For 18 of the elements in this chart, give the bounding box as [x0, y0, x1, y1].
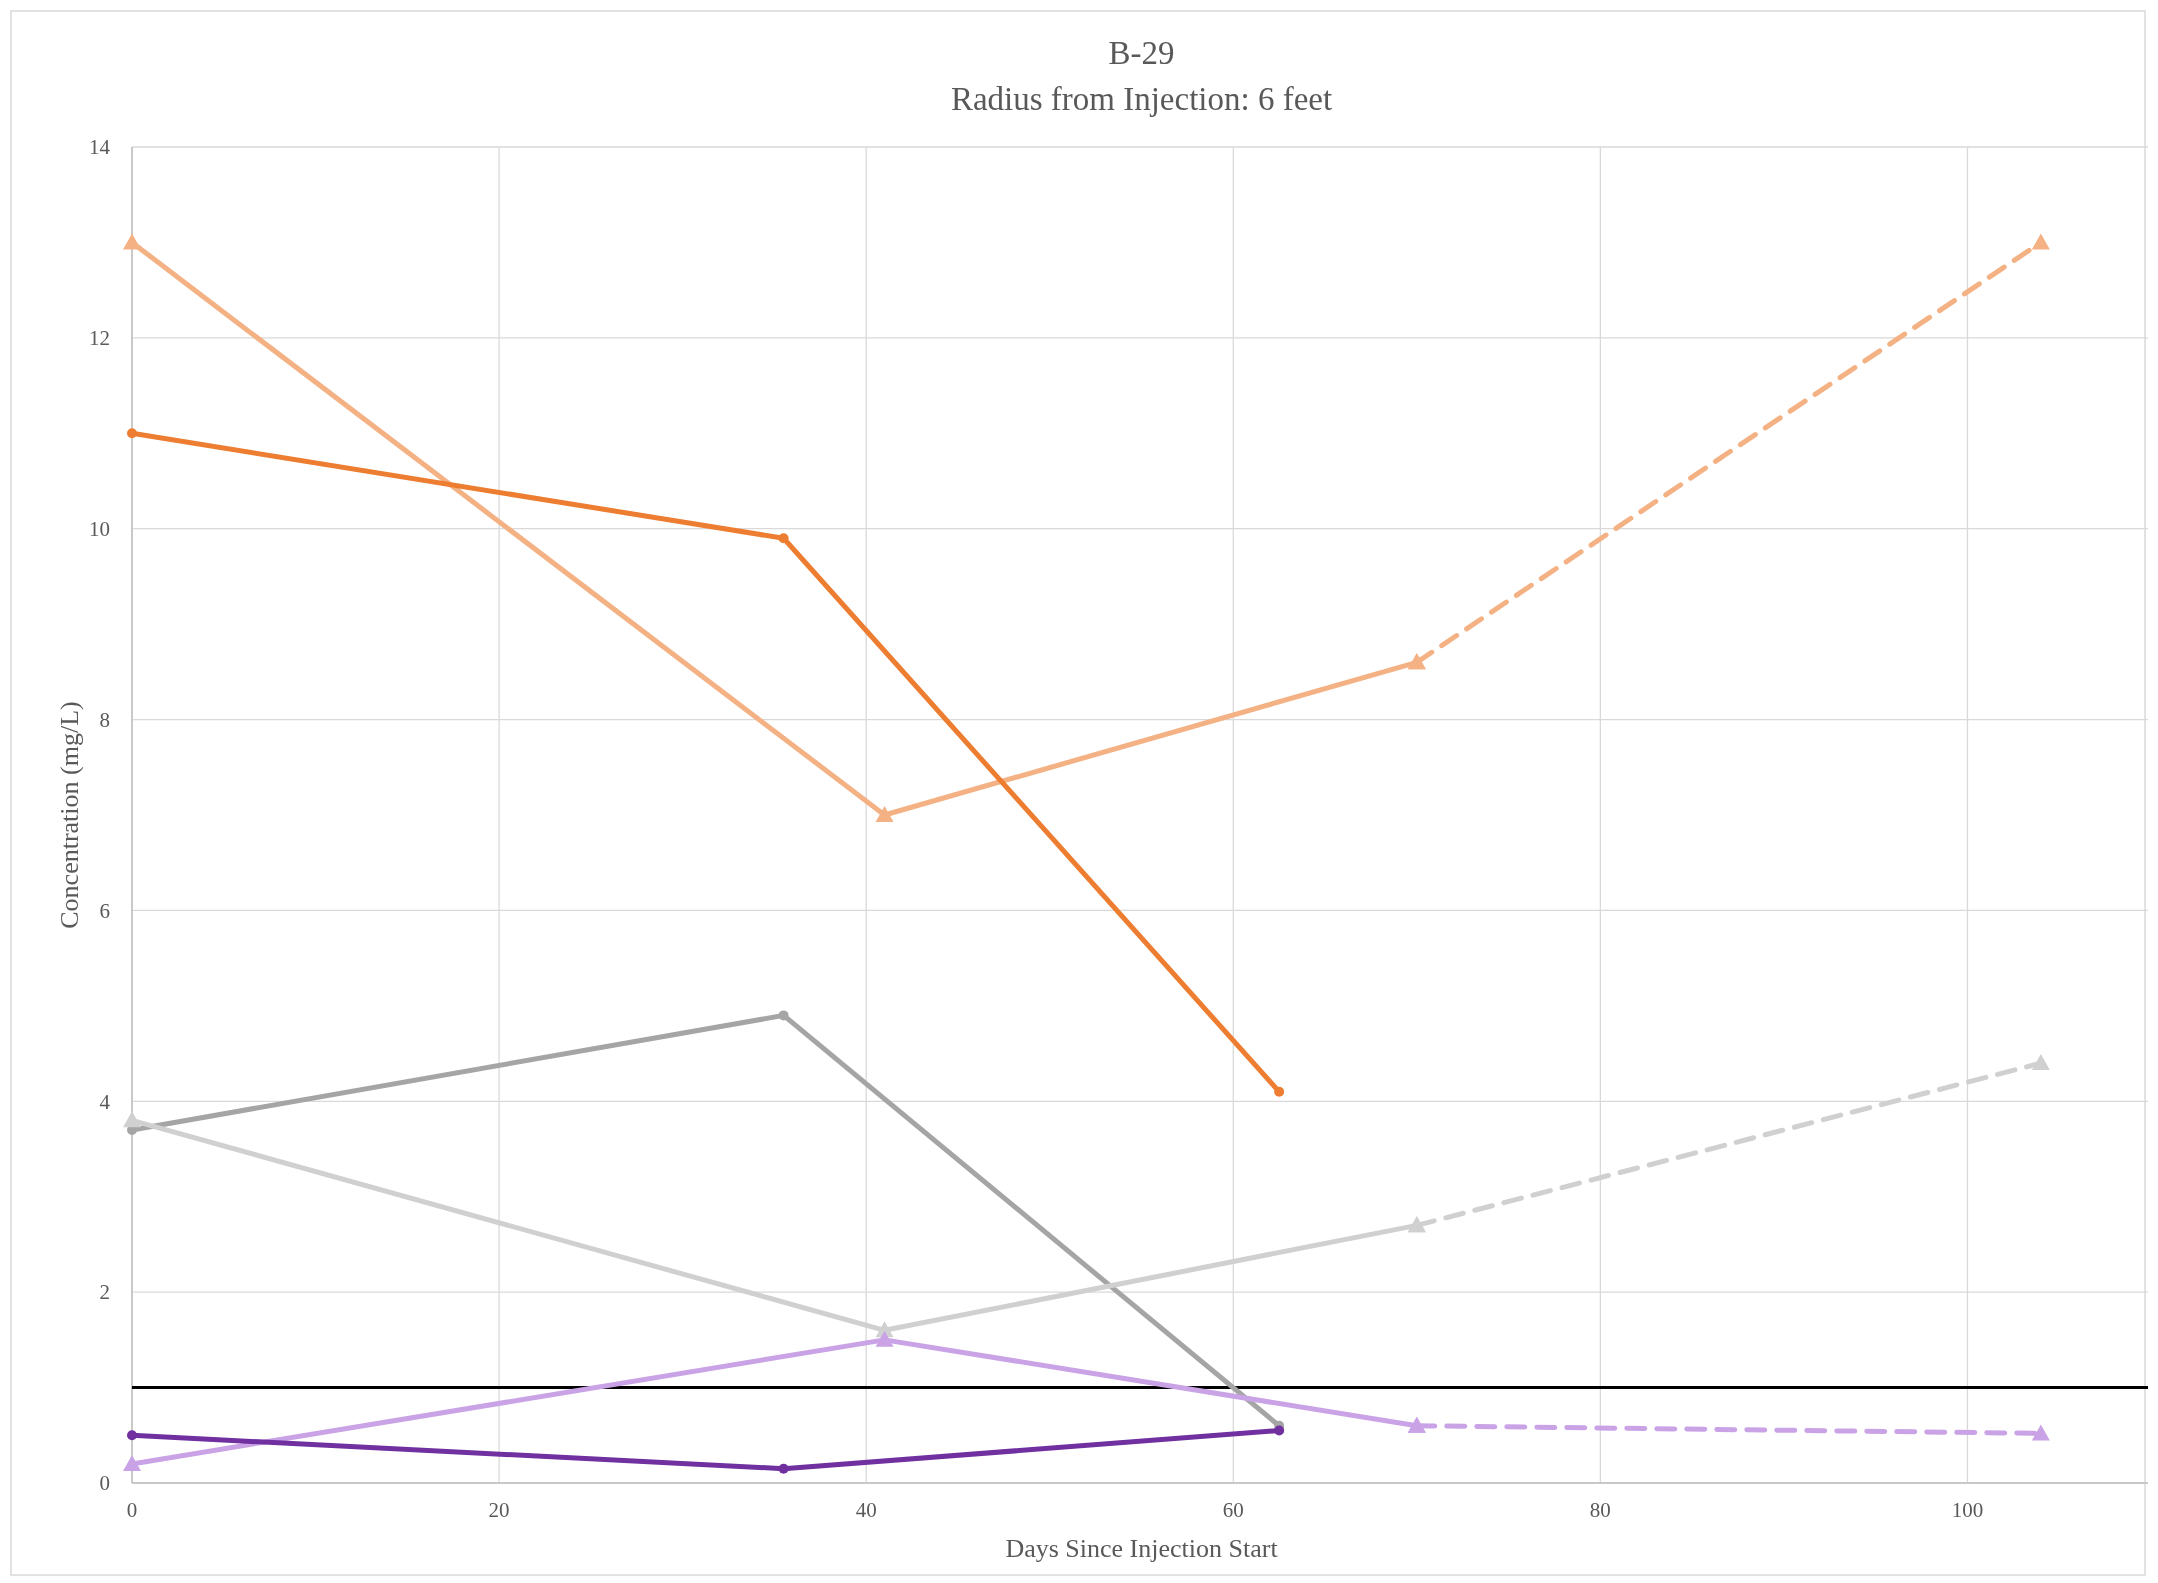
x-axis-title: Days Since Injection Start	[1005, 1534, 1279, 1563]
y-tick-label: 14	[89, 135, 111, 160]
x-tick-label: 20	[488, 1498, 510, 1522]
y-tick-label: 12	[89, 326, 110, 351]
x-tick-label: 40	[855, 1498, 877, 1522]
x-tick-label: 80	[1589, 1498, 1611, 1522]
x-tick-label: 60	[1222, 1498, 1244, 1522]
chart-title: B-29	[1108, 35, 1175, 71]
y-axis-title: Concentration (mg/L)	[55, 701, 84, 929]
y-tick-label: 8	[99, 707, 110, 732]
x-tick-label: 0	[126, 1498, 138, 1522]
y-tick-label: 2	[99, 1280, 110, 1305]
y-tick-label: 4	[99, 1089, 111, 1114]
y-tick-label: 0	[99, 1471, 110, 1496]
y-tick-label: 6	[99, 898, 110, 923]
x-tick-label: 100	[1951, 1498, 1984, 1522]
chart-subtitle: Radius from Injection: 6 feet	[950, 81, 1333, 117]
y-tick-label: 10	[89, 517, 110, 542]
